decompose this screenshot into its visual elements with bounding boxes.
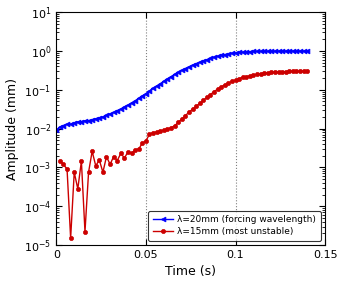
Line: λ=15mm (most unstable): λ=15mm (most unstable) [58,69,309,240]
λ=15mm (most unstable) [119,152,123,155]
λ=15mm (most unstable) [165,128,169,131]
Y-axis label: Amplitude (mm): Amplitude (mm) [5,78,19,179]
Line: λ=20mm (forcing wavelength): λ=20mm (forcing wavelength) [54,49,310,133]
Legend: λ=20mm (forcing wavelength), λ=15mm (most unstable): λ=20mm (forcing wavelength), λ=15mm (mos… [148,211,321,241]
λ=20mm (forcing wavelength) [176,71,180,74]
λ=20mm (forcing wavelength) [61,124,66,127]
λ=20mm (forcing wavelength) [244,50,248,54]
λ=15mm (most unstable) [69,237,73,240]
λ=15mm (most unstable) [198,102,202,105]
X-axis label: Time (s): Time (s) [165,266,216,278]
λ=20mm (forcing wavelength) [54,129,58,132]
λ=20mm (forcing wavelength) [294,49,298,53]
λ=15mm (most unstable) [273,70,277,74]
λ=20mm (forcing wavelength) [126,104,130,107]
λ=20mm (forcing wavelength) [291,49,295,53]
λ=15mm (most unstable) [291,70,295,73]
λ=15mm (most unstable) [305,70,309,73]
λ=15mm (most unstable) [137,147,141,151]
λ=15mm (most unstable) [94,164,98,168]
λ=15mm (most unstable) [58,159,62,162]
λ=20mm (forcing wavelength) [205,58,209,61]
λ=20mm (forcing wavelength) [305,49,309,53]
